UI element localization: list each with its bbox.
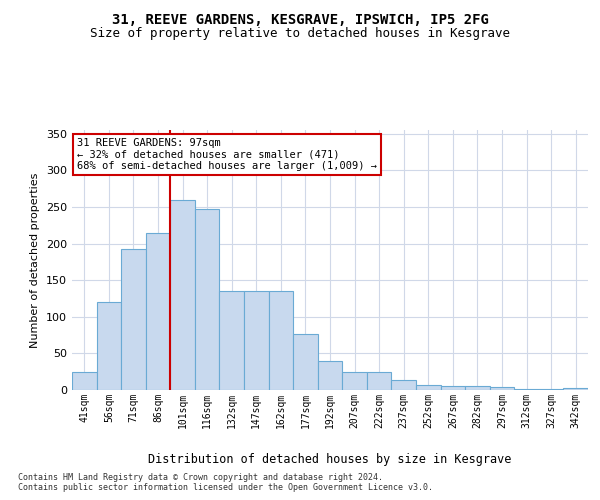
- Bar: [72, 372, 97, 390]
- Bar: [539, 388, 563, 390]
- Bar: [490, 387, 514, 390]
- Y-axis label: Number of detached properties: Number of detached properties: [31, 172, 40, 348]
- Bar: [293, 334, 318, 390]
- Bar: [563, 388, 588, 390]
- Bar: [514, 388, 539, 390]
- Bar: [367, 372, 391, 390]
- Bar: [195, 209, 220, 390]
- Text: Size of property relative to detached houses in Kesgrave: Size of property relative to detached ho…: [90, 28, 510, 40]
- Bar: [97, 302, 121, 390]
- Bar: [269, 291, 293, 390]
- Bar: [121, 250, 146, 390]
- Bar: [170, 200, 195, 390]
- Text: 31 REEVE GARDENS: 97sqm
← 32% of detached houses are smaller (471)
68% of semi-d: 31 REEVE GARDENS: 97sqm ← 32% of detache…: [77, 138, 377, 171]
- Bar: [220, 291, 244, 390]
- Bar: [465, 386, 490, 390]
- Bar: [440, 386, 465, 390]
- Bar: [146, 232, 170, 390]
- Text: Contains HM Land Registry data © Crown copyright and database right 2024.
Contai: Contains HM Land Registry data © Crown c…: [18, 472, 433, 492]
- Bar: [342, 372, 367, 390]
- Bar: [318, 360, 342, 390]
- Bar: [244, 291, 269, 390]
- Text: Distribution of detached houses by size in Kesgrave: Distribution of detached houses by size …: [148, 452, 512, 466]
- Text: 31, REEVE GARDENS, KESGRAVE, IPSWICH, IP5 2FG: 31, REEVE GARDENS, KESGRAVE, IPSWICH, IP…: [112, 12, 488, 26]
- Bar: [416, 385, 440, 390]
- Bar: [391, 380, 416, 390]
